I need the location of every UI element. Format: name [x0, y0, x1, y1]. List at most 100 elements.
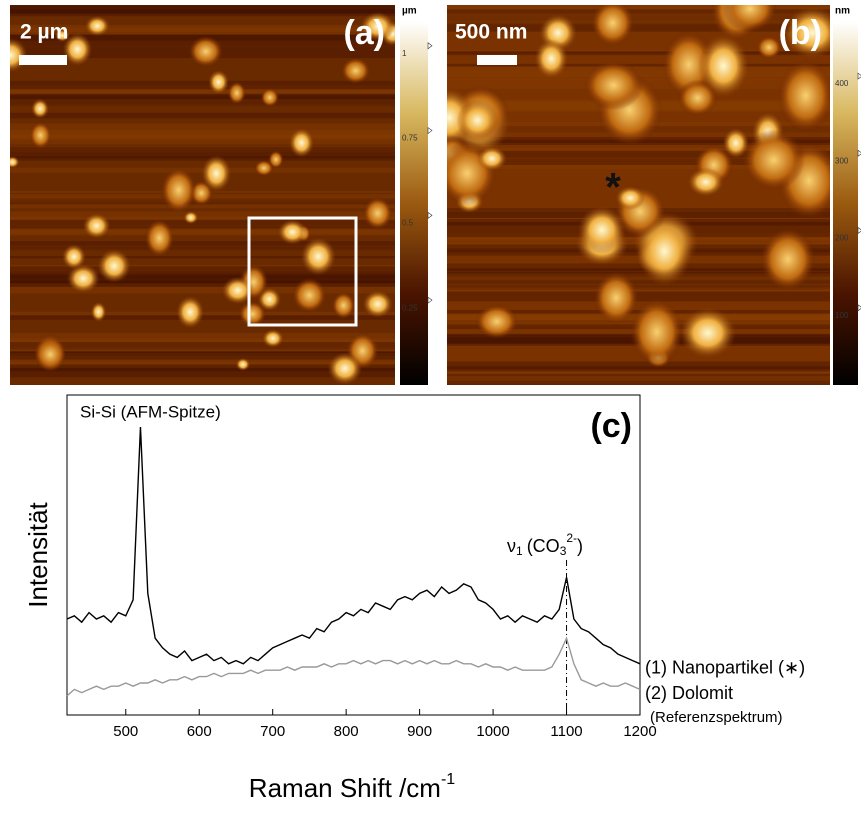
particle: [630, 298, 683, 365]
texture: [10, 230, 395, 233]
particle: [289, 128, 314, 158]
particle: [268, 150, 283, 168]
colorbar-tick: [428, 43, 432, 49]
legend-entry: (2) Dolomit: [645, 683, 733, 703]
particle: [236, 358, 250, 371]
particle: [679, 307, 736, 358]
colorbar-unit: nm: [835, 6, 850, 17]
t: ): [577, 536, 583, 556]
x-tick-label: 1100: [550, 723, 582, 740]
particle: [591, 0, 635, 47]
particle: [262, 329, 283, 347]
panel-label: (b): [779, 14, 822, 52]
particle: [261, 88, 279, 107]
particle: [637, 217, 692, 286]
x-tick-label: 500: [113, 723, 138, 740]
colorbar-tick: [428, 212, 432, 218]
x-tick-label: 700: [260, 723, 285, 740]
particle: [475, 304, 518, 339]
t: Raman Shift /cm: [249, 773, 441, 803]
texture: [10, 123, 395, 135]
series-line: [67, 638, 640, 696]
colorbar-tick-label: 200: [835, 234, 849, 243]
particle: [477, 146, 507, 171]
particle: [91, 302, 106, 322]
texture: [10, 90, 395, 94]
t: 3: [560, 544, 567, 558]
colorbar-tick: [428, 297, 432, 303]
texture: [10, 156, 395, 160]
particle: [341, 57, 370, 83]
panel-label: (c): [590, 407, 632, 445]
particle: [328, 352, 363, 385]
particle: [189, 36, 223, 67]
t: 1: [516, 544, 523, 558]
particle: [594, 271, 639, 324]
panel-label: (a): [343, 14, 385, 52]
annotation: ν1 (CO32-): [507, 531, 583, 558]
x-tick-label: 900: [407, 723, 432, 740]
t: ν: [507, 536, 516, 556]
particle: [176, 296, 204, 328]
particle: [85, 16, 110, 36]
particle: [363, 290, 393, 317]
figure: 2 µm 500 nm (a) (b) * (c) Si-Si (AFM-Spi…: [0, 0, 861, 808]
colorbar-tick: [428, 128, 432, 134]
t: -1: [441, 771, 455, 788]
x-tick-label: 1200: [623, 723, 656, 740]
particle: [777, 60, 834, 132]
colorbar-tick-label: 1: [402, 49, 407, 58]
particle: [239, 301, 267, 326]
annotation: (Referenzspektrum): [650, 709, 783, 726]
particle: [456, 100, 498, 141]
colorbar-tick-label: 100: [835, 311, 849, 320]
x-axis-label: Raman Shift /cm-1: [249, 771, 456, 803]
particle: [201, 155, 231, 192]
particle: [578, 206, 626, 254]
colorbar: [400, 22, 428, 385]
particle: [67, 264, 100, 293]
particle: [688, 168, 724, 197]
annotation: Si-Si (AFM-Spitze): [80, 402, 221, 421]
particle: [5, 156, 19, 168]
colorbar-tick-label: 0.5: [402, 218, 414, 227]
texture: [447, 376, 830, 381]
particle: [278, 220, 307, 245]
particle: [583, 60, 643, 110]
particle: [30, 122, 52, 149]
particle: [31, 99, 49, 119]
particle: [534, 39, 568, 79]
t: (CO: [527, 536, 560, 556]
x-tick-label: 600: [187, 723, 212, 740]
particle: [98, 249, 131, 283]
texture: [447, 366, 830, 371]
particle: [363, 197, 393, 230]
texture: [10, 81, 395, 89]
t: 2-: [566, 531, 577, 545]
particle: [83, 213, 110, 238]
colorbar-tick-label: 0.25: [402, 303, 418, 312]
particle: [723, 128, 749, 158]
texture: [10, 342, 395, 350]
particle: [228, 82, 246, 105]
colorbar-unit: µm: [402, 6, 417, 17]
particle: [742, 129, 805, 190]
texture: [10, 113, 395, 119]
x-tick-label: 800: [334, 723, 359, 740]
colorbar-tick-label: 400: [835, 79, 849, 88]
particle: [34, 338, 66, 371]
texture: [10, 6, 395, 14]
texture: [10, 220, 395, 229]
colorbar-tick-label: 0.75: [402, 134, 418, 143]
scale-label: 2 µm: [20, 21, 68, 44]
particle: [161, 167, 197, 213]
x-tick-label: 1000: [476, 723, 509, 740]
particle: [760, 228, 816, 292]
particle: [678, 80, 718, 117]
particle: [145, 219, 174, 257]
particle: [208, 70, 229, 94]
particle: [292, 278, 326, 313]
asterisk: *: [605, 166, 621, 210]
particle: [184, 211, 199, 224]
legend-entry: (1) Nanopartikel (∗): [645, 658, 805, 678]
